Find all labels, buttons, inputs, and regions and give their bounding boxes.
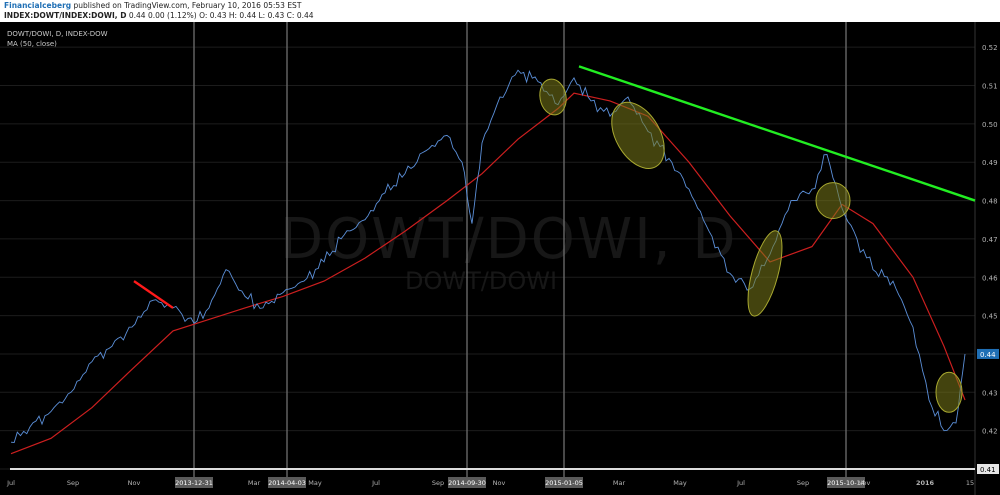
y-tick-label: 0.49	[982, 159, 998, 167]
y-tick-label: 0.46	[982, 274, 998, 282]
x-tick-label: May	[308, 479, 322, 487]
x-tick-label: 2014-09-30	[448, 479, 486, 487]
x-tick-label: 2014-04-03	[268, 479, 306, 487]
x-tick-label: Nov	[128, 479, 141, 487]
x-tick-label: Sep	[797, 479, 809, 487]
legend-ma: MA (50, close)	[7, 40, 57, 48]
publish-line: Financialceberg published on TradingView…	[4, 1, 301, 10]
green-trendline	[578, 65, 976, 202]
last-price-badge	[977, 348, 999, 359]
highlight-ellipse	[747, 230, 783, 317]
date-marker-badge	[545, 477, 583, 488]
author-link[interactable]: Financialceberg	[4, 1, 72, 10]
x-tick-label: Jul	[6, 479, 15, 487]
x-tick-label: 2015-10-14	[827, 479, 865, 487]
x-tick-label: 2015-01-05	[545, 479, 583, 487]
date-marker-badge	[175, 477, 213, 488]
x-tick-label: May	[673, 479, 687, 487]
chart-legend: DOWT/DOWI, D, INDEX-DOW MA (50, close)	[7, 29, 108, 49]
date-marker-badge	[827, 477, 865, 488]
x-tick-label: Sep	[67, 479, 79, 487]
ma-line	[10, 92, 966, 455]
date-marker-badge	[268, 477, 306, 488]
highlight-ellipse	[611, 101, 665, 169]
y-tick-label: 0.43	[982, 389, 998, 397]
x-tick-label: Jul	[736, 479, 745, 487]
y-tick-label: 0.51	[982, 83, 998, 91]
symbol-label: INDEX:DOWT/INDEX:DOWI, D	[4, 11, 127, 20]
y-tick-label: 0.47	[982, 236, 998, 244]
y-tick-label: 0.50	[982, 121, 998, 129]
red-trendline	[133, 280, 174, 309]
x-tick-label: 2016	[916, 479, 935, 487]
date-marker-badge	[448, 477, 486, 488]
y-tick-label: 0.45	[982, 313, 998, 321]
x-tick-label: Mar	[613, 479, 626, 487]
highlight-ellipse	[539, 78, 567, 116]
price-line	[10, 69, 966, 443]
highlight-ellipse	[815, 182, 851, 220]
symbol-line: INDEX:DOWT/INDEX:DOWI, D 0.44 0.00 (1.12…	[4, 11, 314, 20]
x-tick-label: Mar	[248, 479, 261, 487]
chart-area[interactable]: DOWT/DOWI, D DOWT/DOWI 0.52 0.51 0.50 0.49 0…	[0, 22, 1000, 495]
highlight-ellipse	[935, 371, 963, 413]
legend-symbol: DOWT/DOWI, D, INDEX-DOW	[7, 30, 108, 38]
watermark-symbol: DOWT/DOWI, D	[280, 207, 738, 272]
bottom-level-label: 0.41	[980, 466, 996, 474]
bottom-level-badge	[977, 464, 999, 474]
x-tick-label: Nov	[858, 479, 871, 487]
y-tick-label: 0.52	[982, 44, 998, 52]
published-text: published on TradingView.com, February 1…	[73, 1, 302, 10]
last-price-label: 0.44	[980, 351, 996, 359]
x-tick-label: Jul	[371, 479, 380, 487]
ohlc-values: 0.44 0.00 (1.12%) O: 0.43 H: 0.44 L: 0.4…	[128, 11, 314, 20]
y-tick-label: 0.48	[982, 198, 998, 206]
price-chart-svg[interactable]: 0.52 0.51 0.50 0.49 0.48 0.47 0.46 0.45 0.44 0.43…	[0, 22, 1000, 495]
y-tick-label: 0.42	[982, 428, 998, 436]
header-bar: Financialceberg published on TradingView…	[0, 0, 1000, 22]
x-tick-label: Nov	[493, 479, 506, 487]
x-tick-label: 2013-12-31	[175, 479, 213, 487]
x-tick-label: Sep	[432, 479, 444, 487]
watermark-subtitle: DOWT/DOWI	[405, 267, 558, 295]
x-tick-label: 15	[966, 479, 974, 487]
